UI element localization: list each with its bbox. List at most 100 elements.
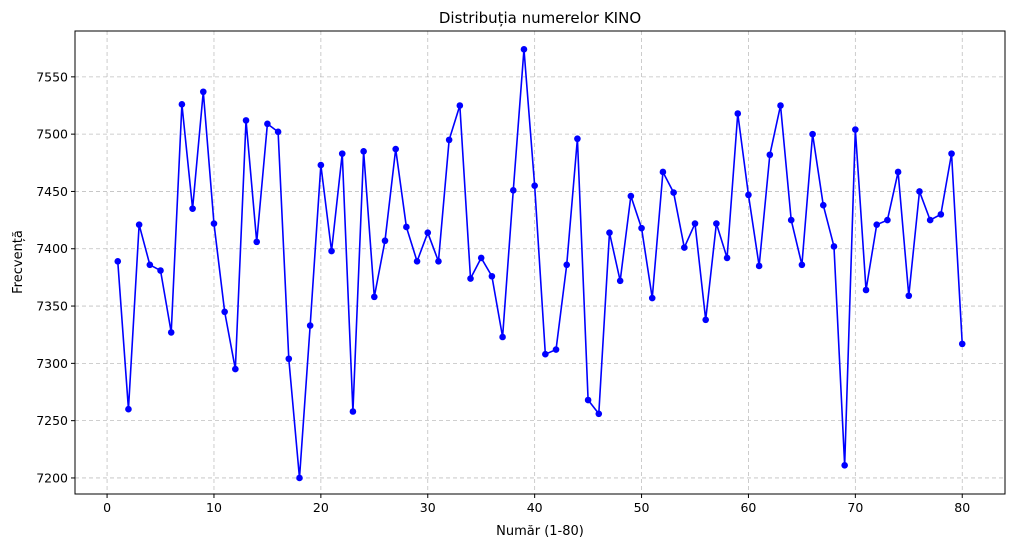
- data-point: [338, 150, 346, 157]
- data-point: [734, 110, 742, 117]
- data-point: [360, 148, 367, 155]
- data-point: [146, 261, 154, 269]
- y-tick-label: 7300: [36, 356, 68, 371]
- x-tick-label: 30: [420, 500, 436, 515]
- data-point: [670, 189, 677, 196]
- data-point: [381, 237, 389, 245]
- data-point: [894, 168, 902, 176]
- data-point: [638, 224, 645, 232]
- y-tick-label: 7550: [36, 69, 68, 84]
- data-point: [627, 192, 635, 200]
- data-point: [178, 101, 186, 108]
- data-point: [787, 216, 795, 224]
- data-point: [713, 220, 720, 227]
- x-tick-label: 40: [527, 500, 543, 515]
- data-point: [371, 293, 378, 301]
- data-point: [499, 333, 506, 341]
- x-tick-label: 0: [103, 500, 111, 515]
- data-point: [563, 261, 571, 269]
- data-point: [552, 346, 560, 353]
- data-point: [584, 396, 592, 404]
- data-point: [167, 329, 175, 336]
- data-point: [264, 120, 271, 128]
- data-point: [199, 88, 207, 96]
- data-point: [777, 102, 784, 109]
- data-point: [852, 126, 859, 133]
- data-point: [926, 216, 934, 224]
- data-point: [809, 130, 816, 138]
- data-point: [862, 286, 870, 294]
- data-point: [574, 135, 581, 143]
- grid: [75, 31, 1005, 494]
- data-point: [242, 117, 250, 124]
- data-point: [296, 474, 303, 482]
- x-tick-label: 50: [634, 500, 650, 515]
- x-tick-label: 60: [740, 500, 756, 515]
- data-point: [135, 221, 143, 228]
- x-tick-label: 80: [954, 500, 970, 515]
- data-point: [317, 161, 325, 169]
- data-point: [681, 244, 688, 251]
- data-point: [125, 405, 132, 413]
- data-point: [274, 128, 282, 136]
- data-point: [531, 182, 538, 190]
- data-point: [606, 229, 613, 236]
- y-tick-label: 7350: [36, 299, 68, 314]
- series-line: [116, 48, 964, 479]
- data-point: [798, 261, 806, 269]
- data-point: [306, 322, 314, 329]
- data-point: [456, 102, 464, 109]
- data-point: [648, 294, 656, 302]
- data-point: [413, 258, 421, 265]
- data-point: [873, 221, 881, 228]
- y-axis: 7200 7250 7300 7350 7400 7450 7500 7550: [36, 69, 75, 485]
- data-point: [819, 201, 827, 209]
- data-point: [520, 46, 528, 53]
- data-point: [841, 462, 848, 469]
- data-point: [435, 258, 442, 265]
- data-point: [509, 187, 517, 194]
- data-point: [595, 410, 603, 418]
- data-point: [948, 150, 955, 157]
- data-point: [285, 355, 293, 363]
- x-tick-label: 20: [313, 500, 329, 515]
- plot-frame: [74, 30, 1006, 495]
- data-point: [916, 188, 923, 195]
- data-point: [403, 223, 410, 231]
- data-point: [189, 205, 196, 212]
- data-point: [616, 277, 624, 285]
- series-group: [114, 46, 966, 482]
- data-point: [349, 408, 357, 415]
- chart-title: Distribuția numerelor KINO: [439, 9, 641, 27]
- data-point: [702, 316, 709, 324]
- data-point: [392, 145, 399, 153]
- x-tick-label: 10: [206, 500, 222, 515]
- data-point: [723, 254, 731, 262]
- data-point: [884, 216, 891, 224]
- data-point: [467, 275, 474, 282]
- x-axis: 0 10 20 30 40 50 60 70 80: [103, 494, 970, 515]
- x-tick-label: 70: [847, 500, 863, 515]
- y-axis-label: Frecvență: [11, 230, 26, 294]
- data-point: [328, 247, 335, 255]
- data-point: [830, 243, 838, 250]
- data-point: [445, 136, 453, 144]
- data-point: [488, 272, 496, 280]
- data-point: [755, 262, 763, 270]
- data-point: [210, 220, 218, 227]
- data-point: [542, 350, 549, 358]
- y-tick-label: 7400: [36, 241, 68, 256]
- data-point: [232, 365, 239, 373]
- data-point: [937, 211, 945, 218]
- data-point: [221, 308, 228, 316]
- y-tick-label: 7450: [36, 184, 68, 199]
- data-point: [477, 254, 485, 262]
- y-tick-label: 7250: [36, 413, 68, 428]
- data-point: [424, 229, 432, 236]
- data-point: [766, 151, 774, 159]
- data-point: [745, 191, 752, 199]
- y-tick-label: 7500: [36, 127, 68, 142]
- data-point: [958, 340, 966, 348]
- data-point: [905, 292, 913, 300]
